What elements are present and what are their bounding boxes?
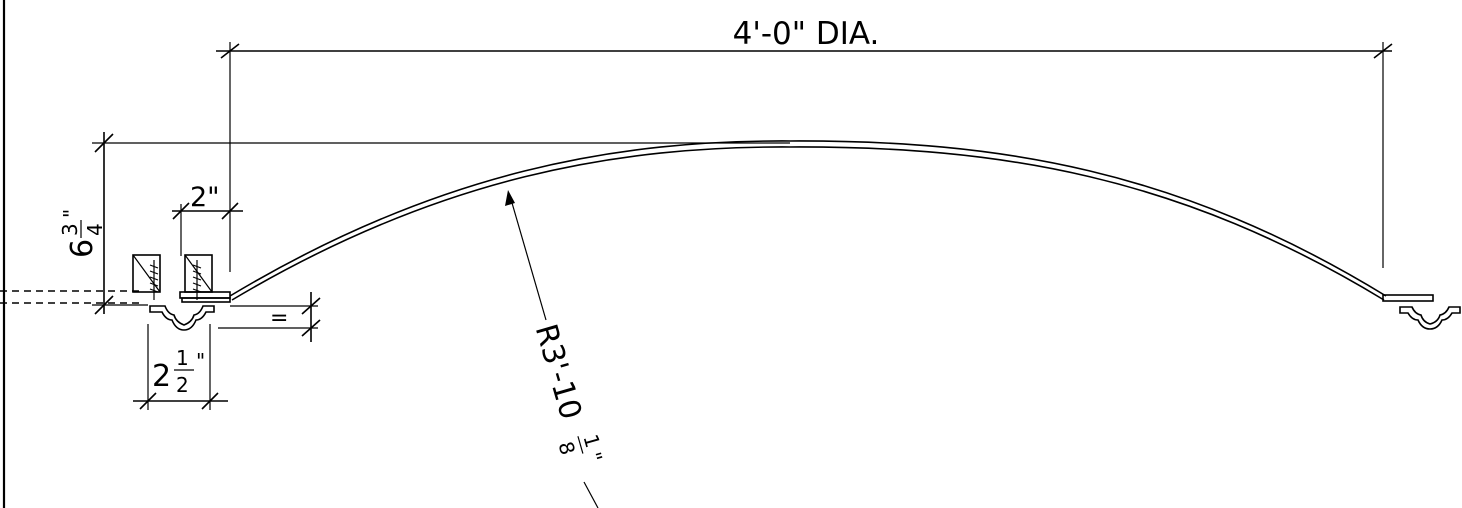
diameter-label: 4'-0" DIA. bbox=[733, 16, 880, 52]
gutter-profile bbox=[149, 305, 215, 331]
svg-text:1: 1 bbox=[578, 432, 605, 451]
svg-text:R3'-10: R3'-10 bbox=[528, 320, 588, 423]
tick-mark bbox=[301, 297, 321, 315]
left-base-detail bbox=[132, 254, 231, 331]
gap-dimension: = bbox=[218, 292, 321, 342]
tick-mark bbox=[301, 319, 321, 337]
rise-dimension: 6 3 4 " bbox=[58, 132, 790, 315]
svg-text:": " bbox=[582, 449, 608, 464]
svg-text:2: 2 bbox=[176, 373, 189, 397]
rise-label: 6 3 4 " bbox=[58, 209, 107, 258]
offset-dimension: 2" bbox=[172, 182, 243, 256]
right-base-detail bbox=[1382, 294, 1461, 330]
flange-plate bbox=[179, 291, 231, 299]
svg-text:": " bbox=[59, 209, 83, 218]
svg-text:8: 8 bbox=[553, 439, 580, 458]
tick-mark bbox=[221, 202, 239, 220]
tick-mark bbox=[94, 133, 114, 153]
gap-label: = bbox=[270, 306, 288, 331]
svg-text:4: 4 bbox=[83, 223, 107, 236]
diameter-dimension: 4'-0" DIA. bbox=[216, 16, 1393, 272]
wall-dashed-lines bbox=[0, 290, 140, 304]
arrowhead bbox=[505, 190, 515, 206]
flange-plate bbox=[1382, 294, 1434, 302]
mounting-block bbox=[132, 254, 161, 293]
flange-dimension: 2 1 2 " bbox=[133, 324, 228, 410]
dome-outer-line bbox=[229, 140, 1387, 297]
svg-text:1: 1 bbox=[176, 346, 189, 370]
svg-text:6: 6 bbox=[65, 239, 100, 258]
svg-text:2: 2 bbox=[152, 359, 171, 394]
radius-leader bbox=[583, 481, 599, 508]
dome-arc bbox=[229, 140, 1387, 301]
radius-leader bbox=[509, 195, 547, 321]
gutter-profile bbox=[1399, 306, 1461, 330]
radius-label: R3'-10 1 8 " bbox=[528, 320, 608, 465]
tick-mark bbox=[201, 392, 219, 410]
svg-text:3: 3 bbox=[58, 223, 82, 236]
tick-mark bbox=[139, 392, 157, 410]
flange-label: 2 1 2 " bbox=[152, 346, 205, 397]
svg-text:": " bbox=[196, 349, 205, 373]
offset-label: 2" bbox=[190, 182, 220, 213]
radius-dimension: R3'-10 1 8 " bbox=[505, 190, 608, 508]
screw-icon bbox=[149, 260, 202, 300]
dome-inner-line bbox=[231, 146, 1385, 301]
